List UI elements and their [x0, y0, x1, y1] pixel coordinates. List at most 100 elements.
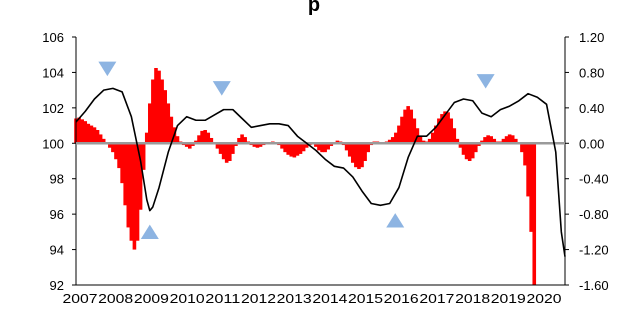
bar	[354, 143, 358, 168]
bar	[412, 118, 417, 144]
bar	[501, 138, 506, 144]
bar	[126, 143, 131, 228]
y-left-tick-label: 94	[50, 243, 64, 258]
bar	[394, 132, 398, 144]
y-left-tick-label: 100	[42, 136, 64, 151]
down-triangle-marker	[212, 81, 231, 96]
bar	[237, 137, 241, 144]
x-tick-label: 2016	[384, 291, 419, 306]
x-tick-label: 2011	[205, 291, 240, 306]
bar	[390, 137, 395, 144]
bar	[520, 143, 524, 153]
bar	[117, 143, 121, 169]
bar	[298, 143, 303, 154]
bar	[157, 70, 161, 144]
bar	[120, 143, 124, 184]
bar	[200, 130, 204, 144]
bar	[387, 139, 392, 144]
bar	[437, 118, 441, 144]
bar	[252, 143, 257, 147]
x-tick-label: 2014	[312, 291, 347, 306]
bar	[455, 138, 460, 144]
bar	[418, 136, 423, 144]
bar	[160, 79, 164, 144]
bar	[194, 140, 198, 144]
bar	[203, 130, 207, 144]
bar	[221, 143, 226, 160]
x-tick-label: 2019	[491, 291, 526, 306]
y-right-tick-label: 1.20	[579, 30, 604, 45]
bar	[489, 136, 493, 144]
bar	[301, 143, 306, 152]
bar	[206, 132, 211, 144]
bar	[427, 138, 432, 144]
y-left-tick-labels: 92 94 96 98 100 102 104 106	[42, 30, 64, 293]
bar	[141, 143, 146, 170]
bar	[492, 138, 497, 144]
bar	[175, 136, 180, 144]
bar	[323, 143, 327, 153]
bar	[231, 143, 235, 154]
x-tick-label: 2012	[241, 291, 276, 306]
bar	[292, 143, 297, 158]
bar	[357, 143, 361, 169]
bar	[280, 143, 284, 149]
bar	[480, 140, 484, 144]
bar	[169, 116, 174, 144]
x-tick-label: 2007	[63, 291, 98, 306]
x-tick-label: 2017	[419, 291, 454, 306]
bar	[114, 143, 118, 160]
bar	[477, 143, 481, 146]
bar	[406, 106, 410, 144]
x-tick-label: 2018	[455, 291, 490, 306]
bar	[397, 125, 401, 144]
bar	[514, 138, 518, 144]
x-tick-label: 2009	[134, 291, 169, 306]
y-left-tick-label: 102	[42, 101, 64, 116]
bar	[286, 143, 291, 155]
y-right-tick-label: -1.20	[579, 243, 609, 258]
y-right-tick-label: -0.80	[579, 207, 609, 222]
bar	[283, 143, 287, 153]
bar	[486, 135, 490, 144]
y-left-tick-label: 92	[50, 278, 64, 293]
y-right-tick-labels: -1.60 -1.20 -0.80 -0.40 0.00 0.40 0.80 1.20	[579, 30, 609, 293]
down-triangle-marker	[476, 74, 495, 89]
bar	[510, 135, 515, 144]
bar	[467, 143, 472, 161]
bar	[409, 109, 414, 144]
bar	[363, 143, 367, 161]
bar	[108, 143, 112, 148]
bar	[452, 128, 457, 144]
bar	[123, 143, 127, 206]
bar	[154, 68, 158, 144]
bar	[295, 143, 300, 156]
bar	[258, 143, 263, 147]
chart-title: p	[308, 0, 320, 16]
bar	[421, 140, 426, 144]
bar	[151, 79, 155, 144]
bar	[360, 143, 364, 168]
bar	[320, 143, 324, 153]
bar-series	[74, 68, 537, 285]
down-triangle-marker	[98, 61, 117, 77]
bar	[483, 137, 487, 144]
bar	[135, 143, 140, 241]
bar	[523, 143, 527, 166]
x-tick-label: 2008	[98, 291, 133, 306]
bar	[446, 112, 450, 144]
bar	[83, 121, 88, 144]
bar	[80, 119, 84, 144]
bar	[335, 140, 340, 144]
bar	[430, 132, 435, 144]
bar	[526, 143, 530, 197]
y-right-tick-label: 0.80	[579, 65, 604, 80]
y-right-tick-label: -1.60	[579, 278, 609, 293]
y-right-tick-label: 0.00	[579, 136, 604, 151]
index-line	[75, 87, 566, 257]
bar	[443, 111, 447, 144]
x-tick-labels: 2007 2008 2009 2010 2011 2012 2013 2014 2015 2016…	[63, 291, 562, 306]
bar	[289, 143, 294, 157]
